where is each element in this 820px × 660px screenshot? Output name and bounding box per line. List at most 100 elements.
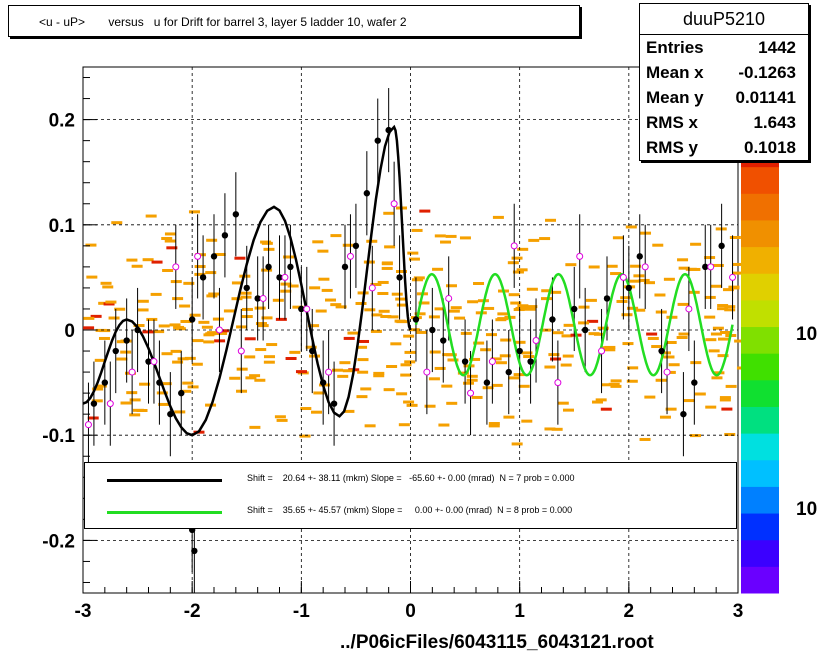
heatmap-cell <box>206 238 218 242</box>
heatmap-cell <box>332 368 344 372</box>
heatmap-cell <box>728 286 740 290</box>
color-bar-band <box>741 246 779 274</box>
heatmap-cell <box>678 332 690 336</box>
heatmap-cell <box>540 297 552 301</box>
heatmap-cell <box>434 234 446 238</box>
heatmap-cell <box>103 302 115 306</box>
heatmap-cell <box>678 266 690 270</box>
heatmap-cell <box>254 306 266 310</box>
heatmap-cell <box>654 293 666 297</box>
heatmap-cell <box>161 352 173 356</box>
heatmap-cell <box>396 392 408 396</box>
data-point-open <box>346 252 354 260</box>
heatmap-cell <box>652 243 664 247</box>
heatmap-cell <box>398 423 410 427</box>
heatmap-cell <box>360 387 372 391</box>
heatmap-cell <box>721 407 733 411</box>
color-bar-band <box>741 459 779 487</box>
heatmap-cell <box>255 322 267 326</box>
data-point-open <box>641 263 649 271</box>
heatmap-cell <box>499 354 511 358</box>
heatmap-cell <box>111 221 123 225</box>
data-point-open <box>303 305 311 313</box>
heatmap-cell <box>137 299 149 303</box>
x-tick-label: -3 <box>75 601 92 622</box>
heatmap-cell <box>172 297 184 301</box>
heatmap-cell <box>315 309 327 313</box>
heatmap-cell <box>551 427 563 431</box>
heatmap-cell <box>724 432 736 436</box>
heatmap-cell <box>601 383 613 387</box>
heatmap-cell <box>550 290 562 294</box>
heatmap-cell <box>169 323 181 327</box>
heatmap-cell <box>587 319 599 323</box>
heatmap-cell <box>187 385 199 389</box>
heatmap-cell <box>189 313 201 317</box>
heatmap-cell <box>497 312 509 316</box>
heatmap-cell <box>216 331 228 335</box>
heatmap-cell <box>85 243 97 247</box>
heatmap-cell <box>356 345 368 349</box>
heatmap-cell <box>518 384 530 388</box>
heatmap-cell <box>381 266 393 270</box>
heatmap-cell <box>625 225 637 229</box>
heatmap-cell <box>719 398 731 402</box>
heatmap-cell <box>710 332 722 336</box>
data-point-filled <box>90 400 98 407</box>
heatmap-cell <box>223 309 235 313</box>
heatmap-cell <box>473 282 485 286</box>
heatmap-cell <box>317 249 329 253</box>
heatmap-cell <box>526 287 538 291</box>
heatmap-cell <box>158 402 170 406</box>
data-point-filled <box>461 358 469 365</box>
heatmap-cell <box>610 272 622 276</box>
data-point-open <box>488 358 496 366</box>
heatmap-cell <box>690 242 702 246</box>
heatmap-cell <box>627 366 639 370</box>
heatmap-cell <box>521 351 533 355</box>
heatmap-cell <box>201 325 213 329</box>
heatmap-cell <box>245 376 257 380</box>
stats-label: Entries <box>646 38 704 57</box>
heatmap-cell <box>428 377 440 381</box>
data-point-filled <box>702 263 709 271</box>
data-point-filled <box>658 347 665 355</box>
heatmap-cell <box>396 303 408 307</box>
heatmap-cell <box>283 255 295 259</box>
heatmap-cell <box>166 246 178 250</box>
heatmap-cell <box>610 384 622 388</box>
heatmap-cell <box>434 366 446 370</box>
heatmap-cell <box>630 264 642 268</box>
heatmap-cell <box>462 381 474 385</box>
heatmap-cell <box>358 339 370 343</box>
heatmap-cell <box>550 357 562 361</box>
heatmap-cell <box>469 357 481 361</box>
heatmap-cell <box>275 317 287 321</box>
heatmap-cell <box>466 378 478 382</box>
color-bar-band <box>741 353 779 381</box>
heatmap-cell <box>299 434 311 438</box>
heatmap-cell <box>644 395 656 399</box>
heatmap-cell <box>724 305 736 309</box>
heatmap-cell <box>445 353 457 357</box>
heatmap-cell <box>321 288 333 292</box>
heatmap-cell <box>495 361 507 365</box>
heatmap-cell <box>448 309 460 313</box>
data-point-open <box>194 252 202 260</box>
heatmap-cell <box>734 339 746 343</box>
heatmap-cell <box>600 407 612 411</box>
data-point-filled <box>199 274 207 281</box>
legend-text-fit1: Shift = 20.64 +- 38.11 (mkm) Slope = -65… <box>247 473 575 483</box>
heatmap-cell <box>156 391 168 395</box>
color-bar-label: 10 <box>796 499 817 520</box>
heatmap-cell <box>457 371 469 375</box>
heatmap-cell <box>108 316 120 320</box>
heatmap-cell <box>633 274 645 278</box>
data-point-open <box>423 368 431 376</box>
data-point-filled <box>134 326 141 334</box>
heatmap-cell <box>447 358 459 362</box>
heatmap-cell <box>164 232 176 236</box>
heatmap-cell <box>131 264 143 268</box>
heatmap-cell <box>184 356 196 360</box>
heatmap-cell <box>126 258 138 262</box>
